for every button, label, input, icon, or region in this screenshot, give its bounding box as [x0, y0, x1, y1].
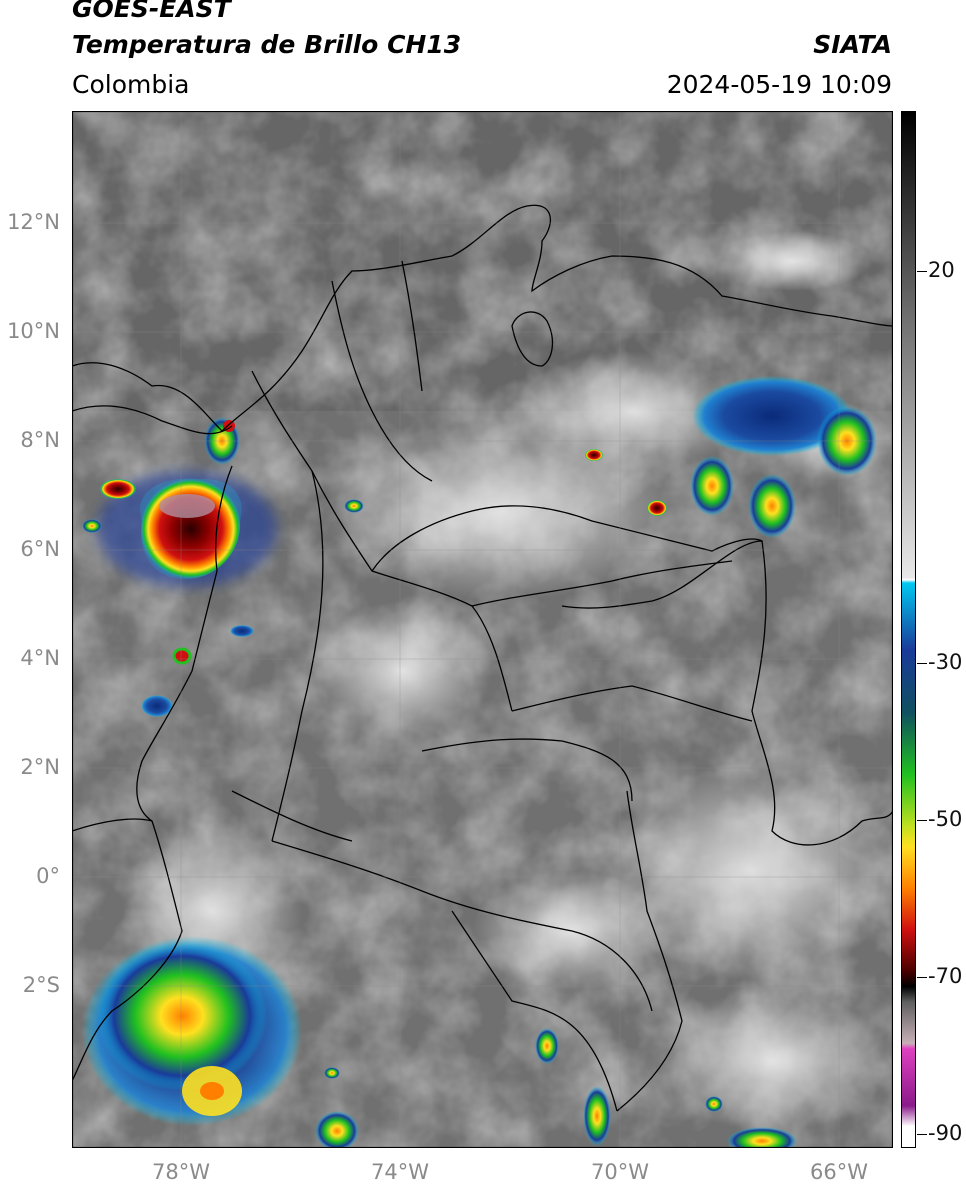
lon-label-78w: 78°W	[152, 1160, 210, 1184]
lat-label-6n: 6°N	[20, 537, 60, 561]
lon-label-66w: 66°W	[810, 1160, 868, 1184]
colorbar-gradient	[902, 112, 915, 1147]
datetime-label: 2024-05-19 10:09	[666, 70, 892, 99]
colorbar-tick	[917, 1134, 927, 1135]
lat-label-10n: 10°N	[7, 319, 60, 343]
lat-label-12n: 12°N	[7, 210, 60, 234]
colorbar	[901, 111, 916, 1148]
colorbar-label-minus50: -50	[928, 807, 963, 831]
colorbar-label-20: 20	[928, 258, 955, 282]
satellite-title: GOES-EAST	[72, 0, 231, 23]
product-title: Temperatura de Brillo CH13	[72, 30, 462, 59]
colorbar-tick	[917, 271, 927, 272]
graticule	[72, 111, 893, 1148]
colorbar-tick	[917, 977, 927, 978]
map-border	[71, 110, 894, 1149]
lat-label-2n: 2°N	[20, 755, 60, 779]
lat-label-8n: 8°N	[20, 428, 60, 452]
satellite-map	[71, 110, 902, 1155]
lat-label-4n: 4°N	[20, 646, 60, 670]
convective-cells	[82, 376, 877, 1155]
colorbar-label-minus70: -70	[928, 964, 963, 988]
institution-label: SIATA	[813, 30, 892, 59]
lon-label-70w: 70°W	[591, 1160, 649, 1184]
colorbar-label-minus90: -90	[928, 1121, 963, 1145]
colorbar-tick	[917, 820, 927, 821]
colorbar-label-minus30: -30	[928, 650, 963, 674]
colorbar-tick	[917, 663, 927, 664]
satellite-image	[71, 110, 902, 1155]
lat-label-0: 0°	[36, 864, 60, 888]
region-label: Colombia	[72, 70, 190, 99]
lon-label-74w: 74°W	[371, 1160, 429, 1184]
lat-label-2s: 2°S	[22, 973, 60, 997]
